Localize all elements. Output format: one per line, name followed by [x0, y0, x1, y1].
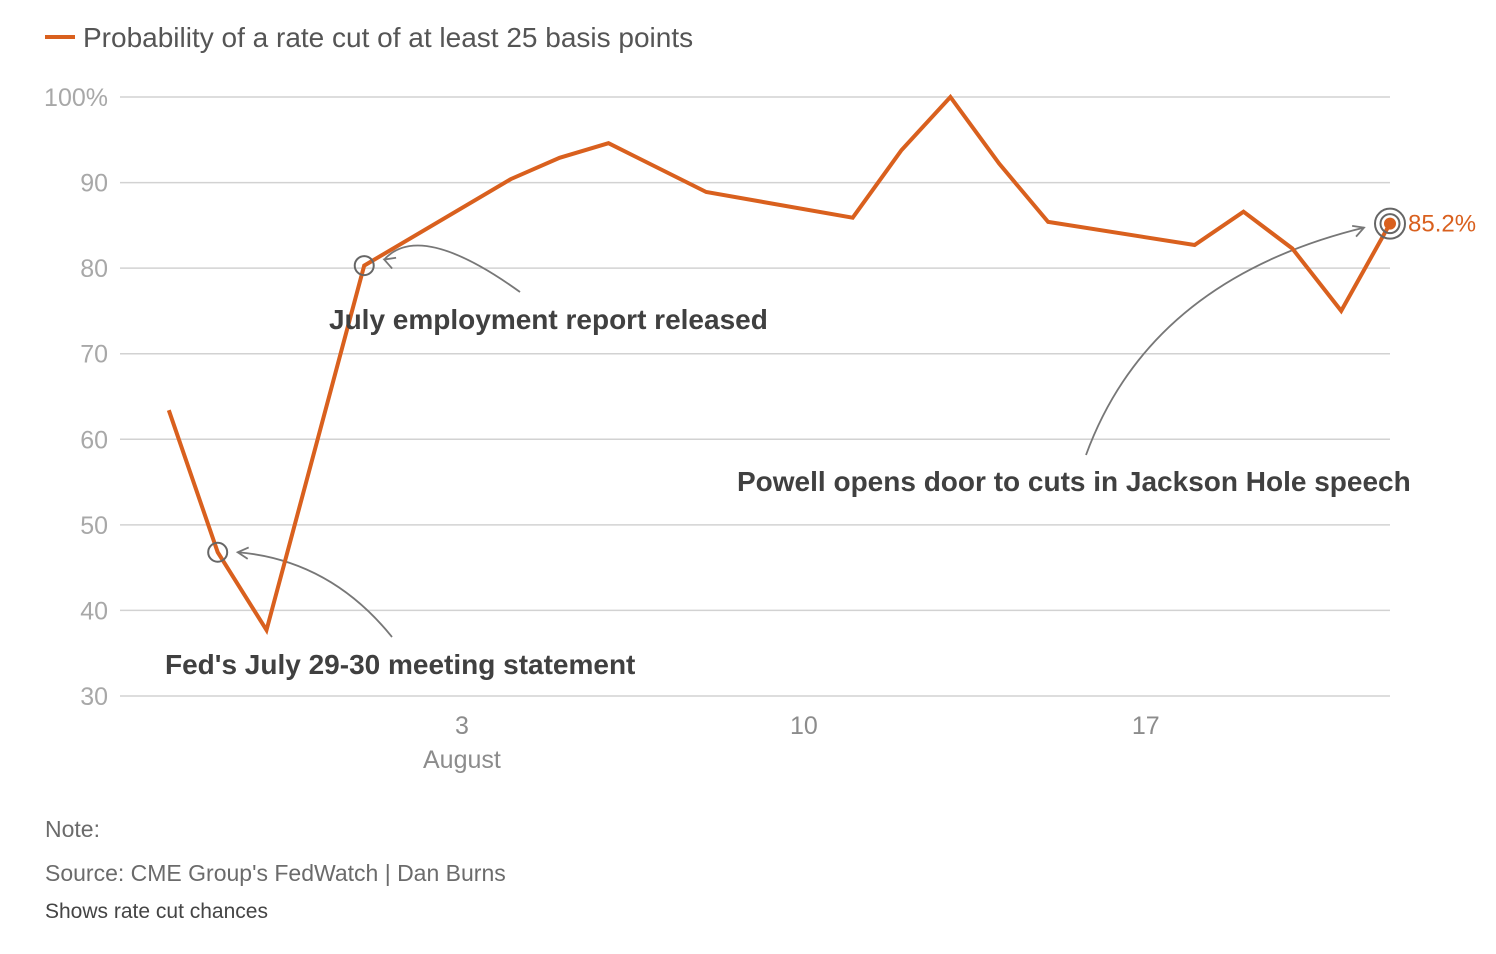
annotation-fed-statement: Fed's July 29-30 meeting statement: [165, 649, 635, 680]
annotation-labels: Fed's July 29-30 meeting statement July …: [165, 304, 1411, 680]
line-chart: 100% 90 80 70 60 50 40 30 3 August 10 17 Probabili…: [0, 0, 1496, 800]
y-tick-label-30: 30: [80, 683, 108, 711]
annotation-employment-report: July employment report released: [329, 304, 768, 335]
y-tick-label-50: 50: [80, 512, 108, 540]
y-tick-label-40: 40: [80, 597, 108, 625]
annotation-arrowhead-1: [384, 258, 396, 269]
y-tick-label-80: 80: [80, 255, 108, 283]
annotation-jackson-hole: Powell opens door to cuts in Jackson Hol…: [737, 466, 1411, 497]
y-tick-label-60: 60: [80, 426, 108, 454]
annotation-arrowhead-2: [1352, 226, 1364, 237]
x-tick-label-3: 3: [455, 712, 469, 740]
footer-source: Source: CME Group's FedWatch | Dan Burns: [45, 860, 506, 887]
legend: Probability of a rate cut of at least 25…: [45, 22, 693, 53]
x-tick-sublabel-3: August: [423, 746, 501, 774]
gridlines: [120, 97, 1390, 696]
y-axis-ticks: 100% 90 80 70 60 50 40 30: [44, 84, 108, 711]
annotation-leader-2: [1086, 228, 1364, 455]
y-tick-label-100: 100%: [44, 84, 108, 112]
x-tick-label-10: 10: [790, 712, 818, 740]
footer-note: Note:: [45, 816, 100, 843]
end-value-label: 85.2%: [1408, 211, 1476, 238]
series-layer: [169, 97, 1390, 630]
series-line-0: [169, 97, 1390, 630]
legend-label: Probability of a rate cut of at least 25…: [83, 22, 693, 53]
y-tick-label-70: 70: [80, 341, 108, 369]
y-tick-label-90: 90: [80, 170, 108, 198]
x-tick-label-17: 17: [1132, 712, 1160, 740]
annotation-markers: [208, 209, 1405, 562]
end-point-dot: [1384, 218, 1396, 230]
annotation-arrows: [238, 226, 1364, 637]
footer-description: Shows rate cut chances: [45, 900, 268, 924]
x-axis-ticks: 3 August 10 17: [423, 712, 1160, 774]
